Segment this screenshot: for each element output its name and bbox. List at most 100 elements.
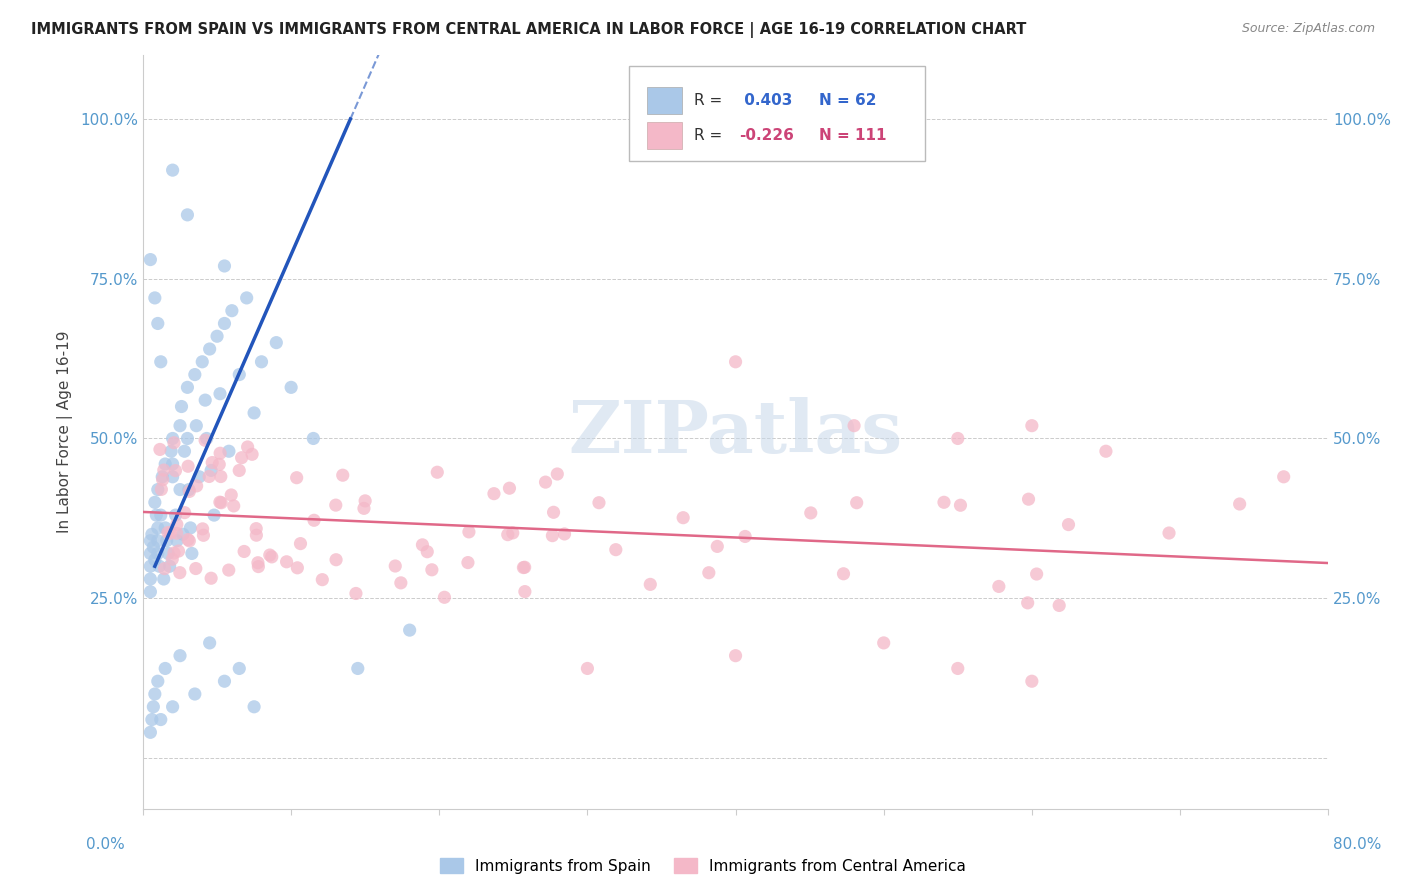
Text: Source: ZipAtlas.com: Source: ZipAtlas.com [1241,22,1375,36]
Point [200,463,222,477]
Point [498,481,520,495]
Point [285,471,308,485]
Text: ZIPatlas: ZIPatlas [568,397,903,467]
Point [228,368,250,382]
Point [139,559,162,574]
Point [155,457,177,471]
Point [146,546,169,560]
Point [169,483,191,497]
Point [176,380,198,394]
Text: -0.226: -0.226 [740,128,794,143]
Point [198,469,221,483]
Point [139,725,162,739]
Point [228,661,250,675]
Point [222,499,245,513]
Point [724,355,747,369]
Point [208,495,231,509]
Point [198,342,221,356]
Point [153,463,176,477]
Point [148,559,170,574]
Point [156,525,179,540]
Point [458,524,481,539]
Point [169,648,191,663]
Point [1021,418,1043,433]
Point [157,546,180,560]
Point [426,465,449,479]
Point [177,483,200,497]
Point [152,572,174,586]
Point [987,579,1010,593]
Point [143,553,166,567]
Point [139,584,162,599]
Point [247,559,270,574]
Point [139,572,162,586]
Point [873,636,896,650]
Point [141,527,163,541]
Point [176,208,198,222]
Point [219,488,242,502]
Point [332,468,354,483]
Point [218,563,240,577]
Point [156,533,179,548]
Point [184,561,207,575]
Point [260,549,283,564]
Point [146,521,169,535]
Point [240,447,263,461]
Point [672,510,695,524]
Point [1229,497,1251,511]
Point [246,556,269,570]
Point [325,498,347,512]
Point [139,533,162,548]
Point [640,577,662,591]
Point [290,536,312,550]
Point [170,400,193,414]
Point [172,527,194,541]
Point [165,508,187,522]
Point [218,444,240,458]
Point [180,546,202,560]
Point [214,674,236,689]
Point [169,566,191,580]
Point [191,355,214,369]
Point [353,501,375,516]
Point [214,317,236,331]
Point [221,303,243,318]
Point [184,687,207,701]
Point [150,483,173,497]
Point [512,560,534,574]
Point [932,495,955,509]
Point [150,470,173,484]
Point [209,446,232,460]
Point [149,713,172,727]
Point [457,556,479,570]
Point [482,486,505,500]
Point [1018,492,1040,507]
Point [411,538,433,552]
Point [142,540,165,554]
Point [1095,444,1118,458]
Text: N = 62: N = 62 [818,93,876,108]
Point [146,674,169,689]
Point [162,470,184,484]
Legend: Immigrants from Spain, Immigrants from Central America: Immigrants from Spain, Immigrants from C… [434,852,972,880]
Point [266,335,288,350]
Point [149,508,172,522]
Point [162,457,184,471]
Point [201,456,224,470]
Point [166,517,188,532]
Point [155,521,177,535]
Point [832,566,855,581]
Bar [647,87,682,114]
Point [285,561,308,575]
Point [842,418,865,433]
Text: R =: R = [695,93,727,108]
Point [163,546,186,560]
Y-axis label: In Labor Force | Age 16-19: In Labor Force | Age 16-19 [58,331,73,533]
Point [163,435,186,450]
Point [1047,599,1070,613]
Point [243,699,266,714]
Point [195,432,218,446]
Point [946,661,969,675]
Point [186,418,208,433]
Point [706,540,728,554]
